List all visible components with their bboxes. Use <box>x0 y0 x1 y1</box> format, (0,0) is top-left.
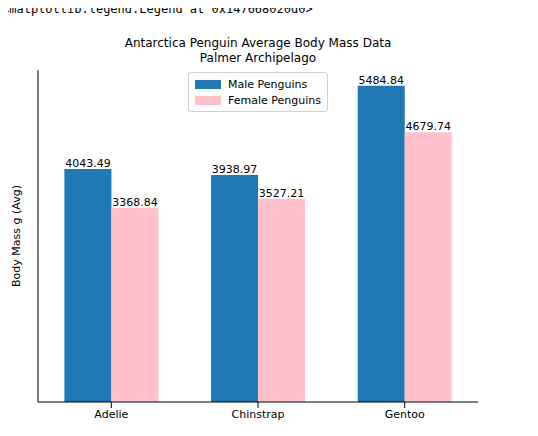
html-text:Palmer Archipelago: Palmer Archipelago <box>199 51 317 65</box>
svg-text:3368.84: 3368.84 <box>112 196 158 209</box>
svg-text:Body Mass g (Avg): Body Mass g (Avg) <box>10 185 23 287</box>
svg-text:Adelie: Adelie <box>94 408 128 421</box>
html-text:Female Penguins: Female Penguins <box>228 93 321 107</box>
svg-text:Chinstrap: Chinstrap <box>232 408 285 421</box>
svg-text:3938.97: 3938.97 <box>212 163 258 176</box>
html-text:Male Penguins: Male Penguins <box>228 77 308 91</box>
html-text:<matplotlib.legend.Legend at 0: <matplotlib.legend.Legend at 0x147668020… <box>2 2 313 16</box>
svg-text:5484.84: 5484.84 <box>358 74 404 87</box>
svg-text:3527.21: 3527.21 <box>259 187 305 200</box>
html-text:Antarctica Penguin Average Bod: Antarctica Penguin Average Body Mass Dat… <box>124 36 392 50</box>
svg-text:4679.74: 4679.74 <box>405 120 451 133</box>
svg-text:Gentoo: Gentoo <box>385 408 425 421</box>
svg-text:4043.49: 4043.49 <box>65 157 111 170</box>
